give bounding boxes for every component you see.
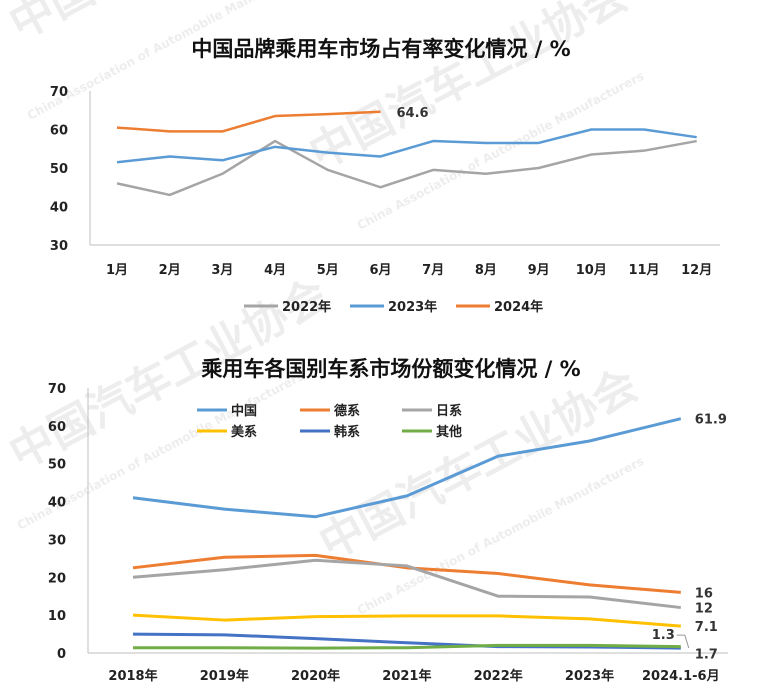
chart1-x-tick-label: 9月 — [528, 263, 550, 278]
chart1-legend-label: 2023年 — [388, 299, 437, 315]
chart1-x-tick-label: 11月 — [628, 263, 659, 278]
chart1-y-tick-label: 70 — [50, 85, 68, 100]
chart2-x-tick-label: 2021年 — [382, 668, 431, 684]
chart2-x-tick-label: 2024.1-6月 — [642, 669, 720, 684]
chart1-legend: 2022年 2023年 2024年 — [244, 299, 543, 315]
chart2-legend-label: 其他 — [436, 424, 462, 440]
chart1-y-tick-label: 30 — [50, 239, 68, 254]
chart2-y-tick-label: 60 — [48, 420, 66, 435]
chart2-x-tick-label: 2022年 — [474, 668, 523, 684]
chart1-x-tick-label: 2月 — [159, 263, 181, 278]
chart1-legend-label: 2022年 — [282, 299, 331, 315]
chart1-x-tick-label: 1月 — [106, 263, 128, 278]
chart2-y-tick-label: 10 — [48, 609, 66, 624]
chart2-data-label: 1.3 — [652, 628, 675, 643]
chart1-x-tick-label: 6月 — [369, 263, 391, 278]
chart2-data-label: 1.7 — [695, 648, 718, 663]
chart1-x-tick-label: 10月 — [576, 263, 607, 278]
chart1-y-tick-label: 40 — [50, 201, 68, 216]
chart1-series-line-2022年 — [116, 139, 697, 197]
chart1-x-tick-label: 12月 — [681, 263, 712, 278]
chart2-title: 乘用车各国别车系市场份额变化情况 / % — [200, 357, 580, 381]
chart2-y-tick-label: 40 — [48, 496, 66, 511]
chart2-data-label: 7.1 — [695, 620, 718, 635]
chart1-data-label: 64.6 — [397, 106, 429, 121]
chart2-data-label: 12 — [695, 602, 713, 617]
chart2-y-tick-label: 70 — [48, 382, 66, 397]
chart2-data-label: 16 — [695, 586, 713, 601]
chart1-x-tick-label: 3月 — [211, 263, 233, 278]
chart1-legend-label: 2024年 — [494, 299, 543, 315]
chart1-x-tick-label: 5月 — [317, 263, 339, 278]
chart2-legend-label: 日系 — [436, 403, 462, 419]
chart2-y-tick-label: 50 — [48, 458, 66, 473]
chart2-x-tick-label: 2019年 — [200, 668, 249, 684]
chart1-series-line-2024年 — [116, 110, 381, 133]
chart1-x-tick-label: 4月 — [264, 263, 286, 278]
chart2-x-tick-label: 2018年 — [108, 668, 157, 684]
chart2-x-tick-label: 2023年 — [565, 668, 614, 684]
chart1-x-tick-label: 7月 — [422, 263, 444, 278]
chart2-y-tick-label: 30 — [48, 533, 66, 548]
chart2-y-tick-label: 20 — [48, 571, 66, 586]
svg-text:中国汽车工业协会: 中国汽车工业协会 — [301, 0, 636, 180]
chart2-data-label: 61.9 — [695, 413, 727, 428]
chart2-series-line-德系 — [132, 553, 681, 594]
chart1-series-line-2023年 — [116, 128, 697, 164]
brand-origin-share-chart: 乘用车各国别车系市场份额变化情况 / % 0 10 20 30 40 50 60 70 201… — [48, 357, 728, 684]
chart2-series-line-其他 — [133, 643, 681, 650]
chart2-series-line-韩系 — [132, 632, 681, 650]
chart2-legend-label: 美系 — [231, 424, 257, 440]
chart2-series-line-日系 — [132, 558, 681, 610]
chart2-y-tick-label: 0 — [57, 647, 66, 662]
chart2-series-line-美系 — [132, 613, 681, 628]
chart1-y-tick-label: 60 — [50, 124, 68, 139]
chart2-x-tick-label: 2020年 — [291, 668, 340, 684]
chart2-legend-label: 韩系 — [334, 424, 360, 440]
market-share-chart: 中国品牌乘用车市场占有率变化情况 / % 30 40 50 60 70 1月 2月 3月 4月… — [50, 37, 720, 315]
chart2-series-line-中国 — [132, 417, 682, 519]
chart1-title: 中国品牌乘用车市场占有率变化情况 / % — [191, 37, 570, 61]
chart1-y-tick-label: 50 — [50, 162, 68, 177]
chart2-legend-label: 德系 — [334, 403, 360, 419]
chart1-x-tick-label: 8月 — [475, 263, 497, 278]
chart2-label-connector — [676, 634, 690, 649]
chart2-legend-label: 中国 — [231, 403, 257, 419]
